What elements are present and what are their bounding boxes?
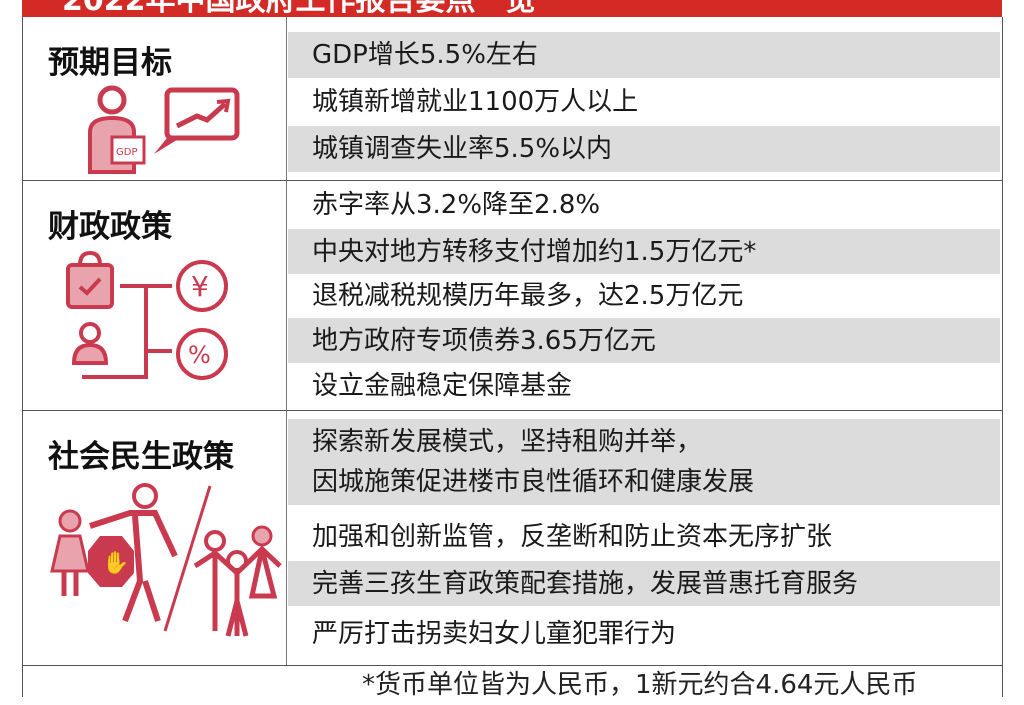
person-gdp-chart-icon: GDP bbox=[88, 85, 240, 174]
list-item: 设立金融稳定保障基金 bbox=[312, 370, 573, 401]
svg-text:GDP: GDP bbox=[116, 147, 137, 158]
section-targets: 预期目标 GDP GDP增长5.5%左右 城镇新增就业1100万人以上 城镇调查… bbox=[22, 17, 1003, 181]
list-item: GDP增长5.5%左右 bbox=[288, 32, 1000, 78]
list-item: 地方政府专项债券3.65万亿元 bbox=[288, 318, 1000, 363]
section-label-cell: 社会民生政策 ✋ bbox=[22, 411, 287, 665]
section-label-cell: 财政政策 ¥ % bbox=[22, 181, 287, 410]
list-item: 赤字率从3.2%降至2.8% bbox=[312, 190, 601, 220]
list-item: 严厉打击拐卖妇女儿童犯罪行为 bbox=[312, 619, 677, 649]
family-children-icon: ✋ bbox=[50, 483, 282, 637]
list-item: 退税减税规模历年最多，达2.5万亿元 bbox=[312, 281, 744, 311]
list-item-line: 探索新发展模式，坚持租购并举， bbox=[312, 427, 703, 457]
list-item: 中央对地方转移支付增加约1.5万亿元* bbox=[288, 229, 1000, 274]
svg-text:✋: ✋ bbox=[102, 550, 129, 576]
list-item: 城镇调查失业率5.5%以内 bbox=[288, 126, 1000, 172]
list-item: 探索新发展模式，坚持租购并举， 因城施策促进楼市良性循环和健康发展 bbox=[288, 419, 1000, 505]
footnote: *货币单位皆为人民币，1新元约合4.64元人民币 bbox=[362, 670, 918, 700]
list-item: 完善三孩生育政策配套措施，发展普惠托育服务 bbox=[288, 561, 1000, 606]
list-item-line: 因城施策促进楼市良性循环和健康发展 bbox=[312, 467, 755, 497]
list-item: 加强和创新监管，反垄断和防止资本无序扩张 bbox=[312, 522, 833, 552]
section-label: 预期目标 bbox=[48, 45, 172, 81]
list-item: 城镇新增就业1100万人以上 bbox=[312, 87, 639, 117]
section-fiscal-policy: 财政政策 ¥ % 赤字率从3.2%降至2.8% 中央对地方转移支付增加约1.5万… bbox=[22, 181, 1003, 411]
table-frame bbox=[22, 17, 1003, 697]
svg-text:¥: ¥ bbox=[191, 270, 209, 303]
section-label: 财政政策 bbox=[48, 209, 172, 245]
svg-text:%: % bbox=[188, 341, 211, 369]
section-social-policy: 社会民生政策 ✋ 探索新发展模式，坚持租购并举， 因城施策促进楼市良性循环和健康… bbox=[22, 411, 1003, 666]
section-label: 社会民生政策 bbox=[48, 439, 234, 475]
section-label-cell: 预期目标 GDP bbox=[22, 17, 287, 180]
shopping-bag-yuan-percent-icon: ¥ % bbox=[66, 251, 228, 380]
infographic-title: 2022年中国政府工作报告要点一览 bbox=[22, 0, 1002, 17]
